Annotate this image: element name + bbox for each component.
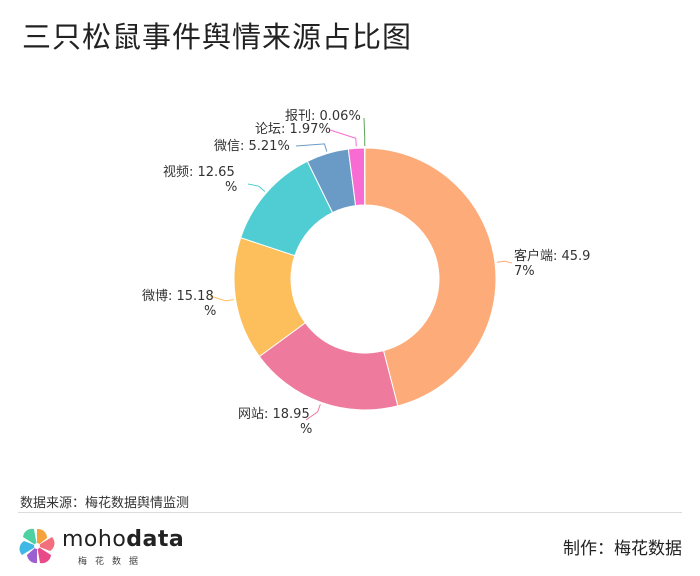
data-source-note: 数据来源：梅花数据舆情监测 (20, 496, 190, 511)
maker-credit: 制作：梅花数据 (563, 539, 682, 559)
leader-line-4 (247, 183, 266, 192)
donut-chart: 客户端: 45.9 7% 网站: 18.95 % 微博: 15.18 % 视频: 12.65… (142, 109, 590, 437)
leader-line-5 (295, 143, 328, 152)
leader-line-7 (363, 117, 366, 147)
data-label-1: 客户端: 45.9 7% (514, 248, 590, 279)
slice-1 (364, 147, 497, 407)
brand-word-bold: data (126, 527, 185, 552)
chart-title: 三只松鼠事件舆情来源占比图 (22, 20, 413, 54)
data-label-3: 微博: 15.18% (142, 289, 216, 319)
leader-line-1 (496, 260, 513, 264)
data-label-4: 视频: 12.65% (163, 165, 237, 195)
leader-line-3 (209, 295, 234, 302)
data-label-5: 微信: 5.21% (214, 139, 290, 154)
footer-divider (18, 512, 682, 513)
leader-line-2 (305, 404, 321, 421)
slices-group (233, 147, 497, 411)
data-label-6: 论坛: 1.97% (255, 122, 331, 137)
brand-word-light: moho (62, 527, 127, 552)
pinwheel-logo-icon (19, 528, 55, 564)
leader-lines-group (209, 117, 513, 421)
brand-wordmark: mohodata (62, 527, 184, 552)
labels-group: 客户端: 45.9 7% 网站: 18.95 % 微博: 15.18 % 视频: 12.65… (142, 109, 590, 437)
brand-logo: mohodata 梅花数据 (18, 526, 184, 570)
data-label-2: 网站: 18.95% (238, 407, 312, 437)
leader-line-6 (329, 129, 357, 147)
data-label-7: 报刊: 0.06% (285, 109, 361, 124)
brand-subtitle: 梅花数据 (78, 557, 147, 567)
